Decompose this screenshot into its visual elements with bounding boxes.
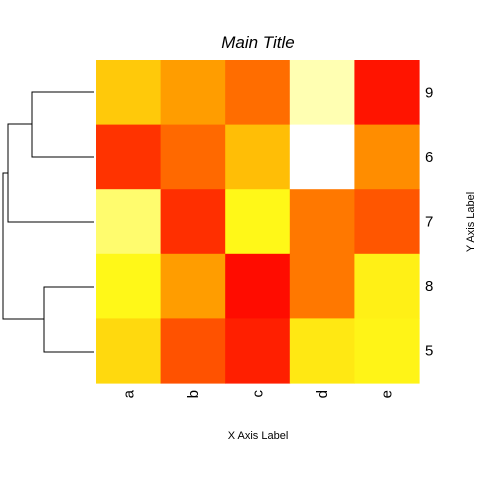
x-axis-label: X Axis Label xyxy=(228,430,289,442)
heatmap-cell-6-d xyxy=(289,124,355,190)
column-label-b: b xyxy=(185,390,202,398)
heatmap-cell-6-b xyxy=(160,124,226,190)
heatmap-cell-6-a xyxy=(96,124,162,190)
heatmap-cell-8-c xyxy=(225,253,291,319)
heatmap-cell-8-b xyxy=(160,253,226,319)
row-label-5: 5 xyxy=(425,343,433,360)
heatmap-cell-5-e xyxy=(354,318,420,384)
heatmap-cell-9-a xyxy=(96,60,162,126)
y-axis-label: Y Axis Label xyxy=(465,192,477,252)
heatmap-cell-8-e xyxy=(354,253,420,319)
row-labels: 9 6 7 8 5 xyxy=(425,84,433,359)
column-label-e: e xyxy=(379,390,396,398)
heatmap-cells xyxy=(96,60,420,384)
column-label-a: a xyxy=(120,389,137,398)
dendrogram-branch-root xyxy=(2,172,44,320)
column-label-c: c xyxy=(250,390,267,398)
heatmap-cell-8-a xyxy=(96,253,162,319)
heatmap-cell-5-d xyxy=(289,318,355,384)
row-label-9: 9 xyxy=(425,84,433,101)
dendrogram-branch-96-7 xyxy=(7,123,94,223)
column-label-d: d xyxy=(314,390,331,398)
dendrogram-branch-9-6 xyxy=(31,91,94,158)
heatmap-cell-7-d xyxy=(289,189,355,255)
heatmap-cell-9-e xyxy=(354,60,420,126)
heatmap-cell-7-e xyxy=(354,189,420,255)
column-labels: a b c d e xyxy=(120,389,395,398)
heatmap-cell-7-c xyxy=(225,189,291,255)
row-label-7: 7 xyxy=(425,214,433,231)
heatmap-cell-5-b xyxy=(160,318,226,384)
heatmap-cell-9-c xyxy=(225,60,291,126)
row-label-8: 8 xyxy=(425,278,433,295)
heatmap-cell-9-b xyxy=(160,60,226,126)
chart-title: Main Title xyxy=(221,33,295,52)
dendrogram-branch-8-5 xyxy=(43,286,94,353)
heatmap-cell-6-c xyxy=(225,124,291,190)
heatmap-cell-7-a xyxy=(96,189,162,255)
heatmap-cell-5-c xyxy=(225,318,291,384)
row-dendrogram xyxy=(2,91,94,353)
heatmap-cell-7-b xyxy=(160,189,226,255)
heatmap-cell-8-d xyxy=(289,253,355,319)
row-label-6: 6 xyxy=(425,149,433,166)
heatmap-cell-5-a xyxy=(96,318,162,384)
heatmap-cell-9-d xyxy=(289,60,355,126)
heatmap-cell-6-e xyxy=(354,124,420,190)
